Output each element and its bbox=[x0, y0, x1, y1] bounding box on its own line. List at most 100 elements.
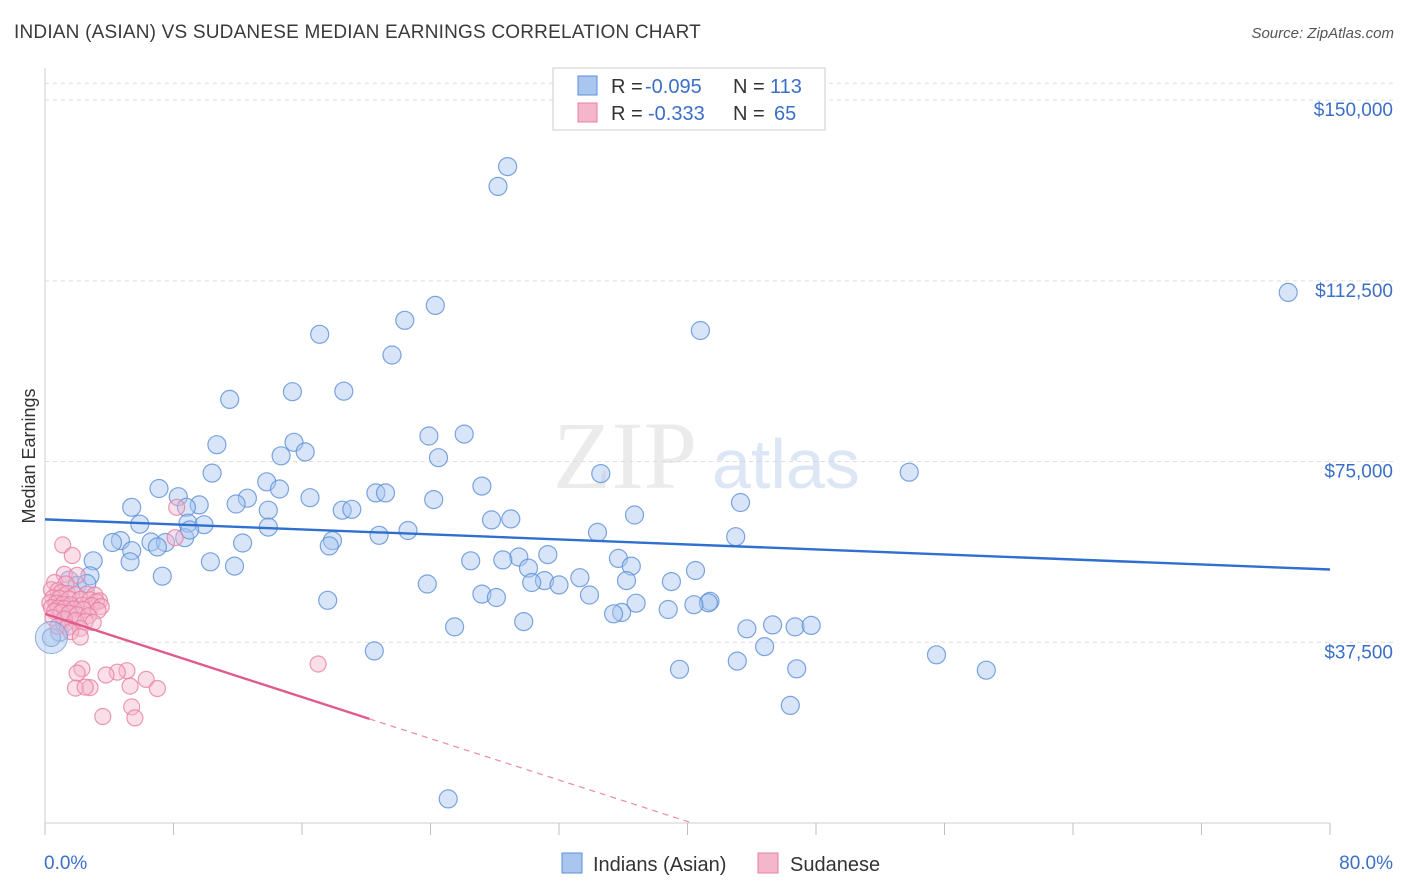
indians-point-55 bbox=[233, 533, 253, 553]
indians-point-17 bbox=[428, 448, 449, 468]
series-legend-swatch-sudanese bbox=[757, 852, 779, 874]
indians-point-66 bbox=[224, 556, 245, 576]
sudanese-point-49 bbox=[71, 628, 89, 646]
indians-point-23 bbox=[472, 476, 492, 496]
watermark-zip: ZIP bbox=[553, 402, 697, 509]
indians-point-98 bbox=[762, 615, 783, 635]
legend-r-label-1: R = bbox=[611, 76, 643, 98]
indians-point-36 bbox=[342, 499, 362, 519]
indians-point-70 bbox=[621, 556, 641, 576]
sudanese-point-60 bbox=[148, 679, 166, 698]
indians-point-90 bbox=[698, 593, 719, 613]
indians-point-19 bbox=[591, 464, 611, 484]
x-tick-label-min: 0.0% bbox=[44, 853, 87, 874]
indians-point-86 bbox=[318, 590, 338, 610]
indians-point-2 bbox=[1278, 282, 1298, 302]
indians-point-11 bbox=[419, 426, 439, 446]
points-layer bbox=[34, 157, 1298, 809]
sudanese-point-1 bbox=[166, 529, 184, 547]
indians-point-47 bbox=[587, 522, 608, 543]
y-tick-label-1: $75,000 bbox=[1324, 462, 1393, 483]
indians-point-8 bbox=[282, 382, 302, 402]
indians-point-38 bbox=[730, 492, 751, 513]
indians-point-76 bbox=[152, 566, 172, 586]
sudanese-point-58 bbox=[81, 678, 99, 697]
indians-point-9 bbox=[220, 389, 240, 409]
indians-point-26 bbox=[300, 488, 320, 508]
indians-point-102 bbox=[754, 636, 775, 657]
indians-point-99 bbox=[785, 617, 805, 637]
indians-point-37 bbox=[624, 505, 645, 525]
legend-swatch-pink bbox=[577, 102, 598, 123]
indians-point-50 bbox=[102, 532, 123, 553]
sudanese-point-63 bbox=[126, 709, 144, 727]
indians-point-94 bbox=[603, 604, 624, 624]
sudanese-point-3 bbox=[63, 546, 81, 565]
indians-point-64 bbox=[120, 552, 140, 572]
indians-point-105 bbox=[669, 659, 690, 679]
sudanese-point-64 bbox=[76, 678, 94, 696]
chart-title: INDIAN (ASIAN) VS SUDANESE MEDIAN EARNIN… bbox=[14, 22, 701, 43]
series-legend-label-indians: Indians (Asian) bbox=[593, 854, 726, 876]
indians-point-114 bbox=[41, 627, 62, 648]
indians-point-59 bbox=[147, 537, 167, 557]
indians-point-46 bbox=[398, 520, 418, 541]
indians-point-92 bbox=[684, 595, 704, 615]
sudanese-point-55 bbox=[97, 666, 115, 684]
legend-swatch-blue bbox=[577, 75, 598, 96]
stats-legend: R = -0.095 N = 113 R = -0.333 N = 65 bbox=[552, 67, 826, 131]
legend-r-value-2: -0.333 bbox=[648, 103, 705, 125]
indians-point-61 bbox=[509, 547, 529, 567]
legend-n-label-1: N = bbox=[733, 76, 765, 98]
indians-point-73 bbox=[616, 570, 637, 591]
indians-point-35 bbox=[332, 500, 352, 520]
series-legend: Indians (Asian) Sudanese bbox=[561, 852, 880, 876]
indians-point-7 bbox=[382, 345, 402, 365]
sudanese-point-61 bbox=[123, 698, 141, 716]
series-legend-label-sudanese: Sudanese bbox=[790, 854, 880, 876]
legend-r-value-1: -0.095 bbox=[645, 76, 702, 98]
indians-point-75 bbox=[570, 568, 590, 588]
trend-layer bbox=[44, 518, 1331, 824]
indians-point-4 bbox=[425, 295, 445, 315]
indians-point-100 bbox=[801, 615, 821, 636]
indians-point-13 bbox=[207, 435, 227, 455]
indians-point-25 bbox=[375, 483, 396, 503]
indians-point-109 bbox=[780, 695, 800, 716]
indians-point-28 bbox=[149, 478, 169, 499]
indians-point-72 bbox=[518, 558, 539, 578]
indians-point-3 bbox=[395, 310, 415, 330]
y-axis-title: Median Earnings bbox=[19, 388, 39, 523]
indians-point-78 bbox=[549, 575, 569, 595]
sudanese-point-2 bbox=[54, 536, 72, 554]
indians-point-108 bbox=[976, 660, 996, 680]
indians-point-107 bbox=[787, 659, 807, 679]
indians-point-85 bbox=[472, 584, 492, 604]
series-legend-swatch-indians bbox=[561, 852, 583, 874]
sudanese-point-56 bbox=[137, 670, 155, 689]
watermark-atlas: atlas bbox=[712, 425, 860, 503]
indians-point-96 bbox=[514, 611, 534, 632]
indians-point-20 bbox=[899, 462, 919, 482]
indians-point-48 bbox=[369, 525, 389, 545]
indians-point-29 bbox=[168, 487, 188, 507]
sudanese-point-59 bbox=[121, 677, 139, 695]
legend-n-label-2: N = bbox=[733, 103, 765, 125]
legend-n-value-1: 113 bbox=[770, 76, 802, 98]
indians-point-12 bbox=[454, 424, 474, 444]
indians-point-63 bbox=[83, 551, 103, 571]
indians-point-87 bbox=[486, 587, 506, 608]
indians-point-41 bbox=[501, 509, 521, 529]
indians-point-15 bbox=[271, 446, 291, 466]
indians-point-16 bbox=[295, 442, 315, 462]
sudanese-point-62 bbox=[94, 707, 112, 726]
indians-point-31 bbox=[424, 490, 444, 510]
indians-point-62 bbox=[538, 544, 558, 565]
indians-point-95 bbox=[658, 599, 678, 620]
grid-layer bbox=[45, 82, 1395, 643]
indians-point-5 bbox=[690, 320, 711, 341]
indians-point-71 bbox=[685, 560, 706, 581]
indians-point-104 bbox=[926, 645, 947, 665]
legend-r-label-2: R = bbox=[611, 103, 643, 125]
indians-point-88 bbox=[579, 585, 600, 605]
